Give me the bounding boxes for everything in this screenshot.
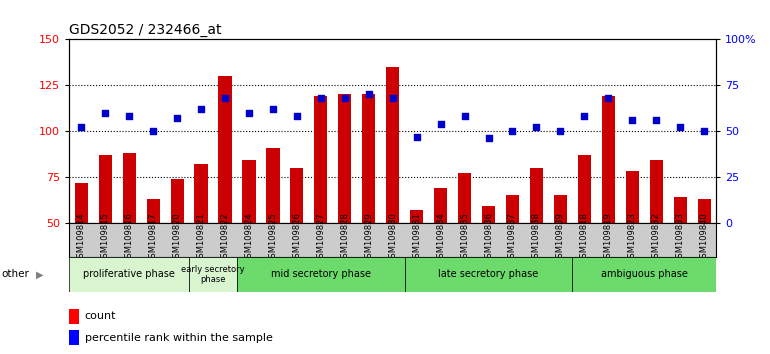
Point xyxy=(698,128,710,134)
Bar xyxy=(530,168,543,223)
Bar xyxy=(195,164,208,223)
Bar xyxy=(69,309,79,324)
Bar xyxy=(578,155,591,223)
Point xyxy=(554,128,567,134)
Point xyxy=(602,95,614,101)
Bar xyxy=(122,153,136,223)
Point xyxy=(75,125,88,130)
Text: mid secretory phase: mid secretory phase xyxy=(271,269,371,279)
Point xyxy=(123,113,136,119)
Point xyxy=(531,125,543,130)
Bar xyxy=(170,179,184,223)
Point xyxy=(387,95,399,101)
Point xyxy=(482,136,494,141)
Bar xyxy=(601,96,615,223)
Point xyxy=(339,95,351,101)
Bar xyxy=(650,160,663,223)
Point xyxy=(458,113,470,119)
Point xyxy=(315,95,327,101)
Bar xyxy=(698,199,711,223)
Bar xyxy=(266,148,280,223)
Point xyxy=(674,125,686,130)
Bar xyxy=(626,171,639,223)
Bar xyxy=(219,76,232,223)
Bar xyxy=(69,330,79,345)
Point xyxy=(650,117,662,123)
Bar xyxy=(506,195,519,223)
Point xyxy=(626,117,638,123)
Bar xyxy=(386,67,400,223)
Point xyxy=(171,115,183,121)
Bar xyxy=(572,257,716,292)
Text: early secretory
phase: early secretory phase xyxy=(181,265,245,284)
Bar xyxy=(338,94,351,223)
Text: ambiguous phase: ambiguous phase xyxy=(601,269,688,279)
Point xyxy=(578,113,591,119)
Point xyxy=(291,113,303,119)
Point xyxy=(195,106,207,112)
Point xyxy=(507,128,519,134)
Bar xyxy=(189,257,237,292)
Bar xyxy=(554,195,567,223)
Text: percentile rank within the sample: percentile rank within the sample xyxy=(85,332,273,343)
Bar xyxy=(434,188,447,223)
Text: late secretory phase: late secretory phase xyxy=(438,269,539,279)
Text: GDS2052 / 232466_at: GDS2052 / 232466_at xyxy=(69,23,222,36)
Bar xyxy=(243,160,256,223)
Bar xyxy=(290,168,303,223)
Bar xyxy=(405,257,572,292)
Bar xyxy=(237,257,405,292)
Bar xyxy=(410,210,424,223)
Point xyxy=(410,134,423,139)
Bar xyxy=(99,155,112,223)
Bar xyxy=(69,257,189,292)
Text: other: other xyxy=(2,269,29,279)
Bar xyxy=(75,183,88,223)
Point xyxy=(243,110,255,115)
Point xyxy=(219,95,231,101)
Bar xyxy=(362,94,375,223)
Text: ▶: ▶ xyxy=(36,269,44,279)
Bar xyxy=(674,197,687,223)
Bar xyxy=(146,199,159,223)
Text: count: count xyxy=(85,311,116,321)
Point xyxy=(99,110,112,115)
Point xyxy=(147,128,159,134)
Bar xyxy=(482,206,495,223)
Point xyxy=(434,121,447,126)
Bar xyxy=(314,96,327,223)
Bar xyxy=(458,173,471,223)
Point xyxy=(363,91,375,97)
Point xyxy=(266,106,279,112)
Text: proliferative phase: proliferative phase xyxy=(83,269,175,279)
